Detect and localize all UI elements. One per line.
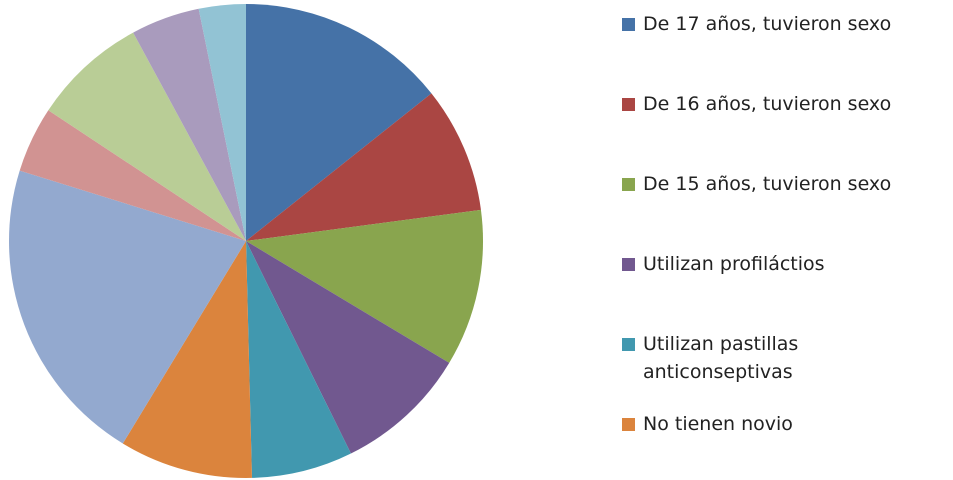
pie-slice — [246, 241, 351, 478]
pie-slice — [246, 209, 484, 363]
pie-slice — [246, 4, 432, 241]
pie-slice — [133, 8, 246, 241]
pie-slice — [48, 32, 246, 241]
legend-entry: No tienen novio — [622, 410, 952, 438]
legend-label: De 16 años, tuvieron sexo — [643, 93, 892, 115]
legend-entry: De 15 años, tuvieron sexo — [622, 170, 952, 198]
pie-slice — [246, 93, 481, 242]
legend-swatch — [622, 18, 635, 31]
legend-label: No tienen novio — [643, 413, 793, 435]
legend-label: Utilizan profiláctios — [643, 253, 825, 275]
legend-entry: Utilizan profiláctios — [622, 250, 952, 278]
legend-swatch — [622, 178, 635, 191]
legend-swatch — [622, 418, 635, 431]
pie-slice — [198, 4, 246, 241]
pie-slice — [122, 241, 252, 478]
legend-label: De 17 años, tuvieron sexo — [643, 13, 892, 35]
pie-slice — [19, 110, 247, 242]
legend-label: De 15 años, tuvieron sexo — [643, 173, 892, 195]
legend-entry: De 17 años, tuvieron sexo — [622, 10, 952, 38]
pie-slice — [9, 170, 247, 444]
legend-label: Utilizan pastillas anticonseptivas — [643, 333, 799, 383]
legend-entry: De 16 años, tuvieron sexo — [622, 90, 952, 118]
legend-entry: Utilizan pastillas anticonseptivas — [622, 330, 952, 386]
pie-slice — [246, 241, 450, 454]
legend-swatch — [622, 338, 635, 351]
legend-swatch — [622, 258, 635, 271]
legend-swatch — [622, 98, 635, 111]
